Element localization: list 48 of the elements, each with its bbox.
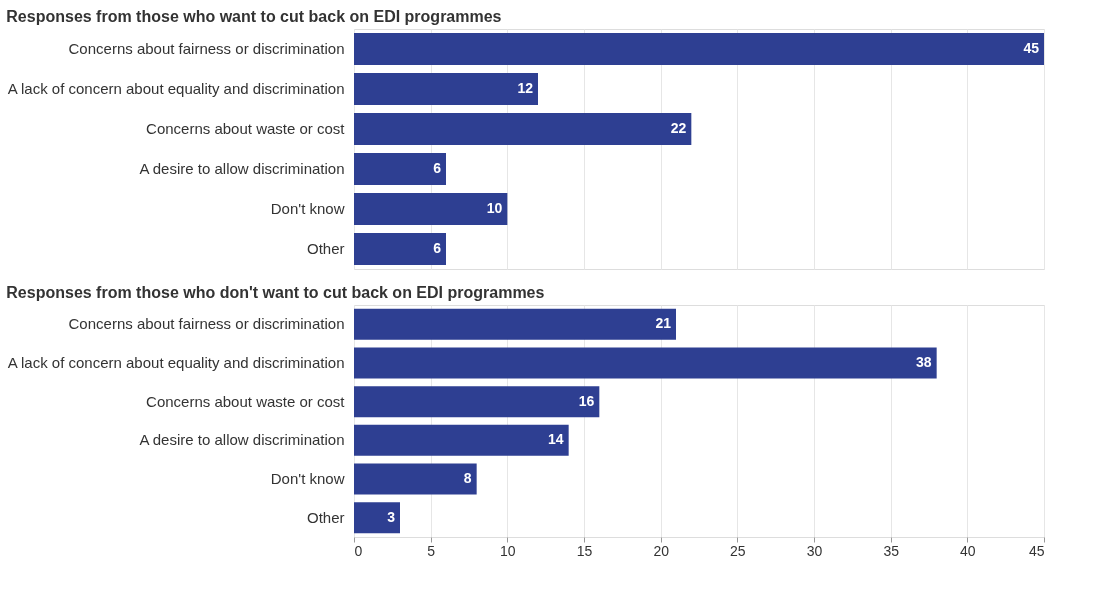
x-tick-label: 15	[576, 542, 593, 559]
y-tick-label: Don't know	[270, 200, 345, 217]
y-tick-label: Other	[306, 508, 345, 526]
bar	[354, 424, 569, 456]
y-tick-label: Concerns about fairness or discrimination	[68, 40, 345, 57]
x-tick-label: 35	[883, 542, 900, 559]
data-label: 6	[433, 160, 442, 176]
y-tick-label: Concerns about waste or cost	[146, 120, 346, 137]
y-tick-label: Other	[306, 240, 345, 257]
x-tick-label: 5	[427, 542, 436, 559]
y-tick-label: A desire to allow discrimination	[139, 431, 345, 449]
bar	[354, 463, 477, 495]
bar	[354, 193, 508, 225]
y-tick-label: Don't know	[270, 470, 345, 487]
x-tick-label: 40	[960, 542, 976, 559]
data-label: 16	[578, 392, 595, 409]
data-label: 38	[916, 354, 932, 370]
data-label: 12	[517, 80, 534, 96]
chart-title: Responses from those who want to cut back on EDI programmes	[6, 8, 502, 25]
y-tick-label: A lack of concern about equality and discrimination	[7, 80, 345, 97]
data-label: 21	[655, 315, 672, 332]
x-tick-label: 25	[730, 542, 746, 559]
x-tick-label: 10	[500, 542, 516, 559]
y-tick-label: Concerns about fairness or discrimination	[68, 315, 345, 333]
data-label: 8	[463, 470, 472, 486]
bar	[354, 233, 446, 265]
y-tick-label: A desire to allow discrimination	[139, 160, 345, 177]
x-tick-label: 20	[653, 542, 670, 559]
data-label: 10	[486, 200, 503, 216]
data-label: 45	[1023, 40, 1040, 56]
x-tick-label: 30	[806, 542, 823, 559]
bar	[354, 386, 600, 418]
bar	[354, 73, 538, 105]
bar	[354, 347, 937, 379]
y-tick-label: A lack of concern about equality and discrimination	[7, 354, 345, 371]
bar	[354, 502, 400, 534]
data-label: 6	[433, 240, 442, 256]
chart-title: Responses from those who don't want to cut back on EDI programmes	[6, 284, 545, 301]
x-tick-label: 45	[1028, 542, 1045, 559]
bar	[354, 33, 1044, 65]
data-label: 3	[387, 508, 396, 525]
data-label: 14	[548, 431, 564, 448]
x-tick-label: 0	[354, 542, 363, 559]
y-tick-label: Concerns about waste or cost	[146, 392, 346, 410]
bar	[354, 113, 692, 145]
bar	[354, 308, 676, 340]
bar	[354, 153, 446, 185]
data-label: 22	[670, 120, 687, 136]
